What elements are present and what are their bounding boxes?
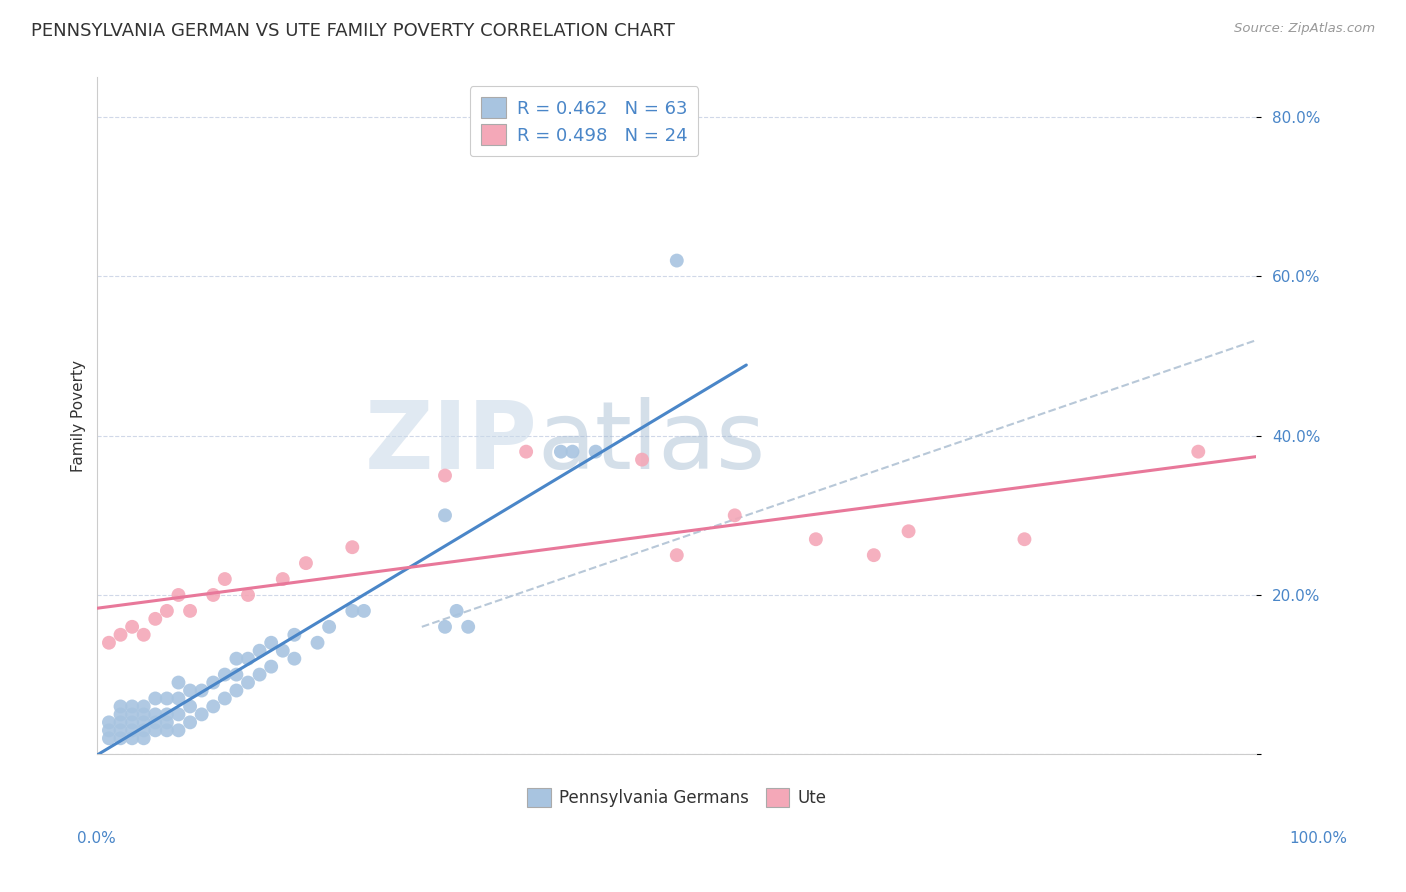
Point bbox=[190, 683, 212, 698]
Point bbox=[110, 723, 132, 738]
Point bbox=[214, 667, 236, 681]
Text: 0.0%: 0.0% bbox=[77, 831, 117, 846]
Point bbox=[283, 651, 305, 665]
Point bbox=[97, 636, 120, 650]
Point bbox=[804, 533, 827, 547]
Point bbox=[190, 707, 212, 722]
Point bbox=[225, 683, 247, 698]
Point bbox=[167, 691, 190, 706]
Point bbox=[143, 723, 166, 738]
Point bbox=[249, 667, 271, 681]
Point bbox=[121, 731, 143, 746]
Point bbox=[132, 723, 155, 738]
Point bbox=[236, 651, 259, 665]
Point bbox=[110, 731, 132, 746]
Point bbox=[132, 715, 155, 730]
Point bbox=[167, 588, 190, 602]
Point bbox=[202, 675, 225, 690]
Point bbox=[97, 715, 120, 730]
Point bbox=[271, 643, 294, 657]
Point bbox=[132, 699, 155, 714]
Point bbox=[121, 723, 143, 738]
Point bbox=[132, 628, 155, 642]
Point bbox=[110, 715, 132, 730]
Point bbox=[156, 707, 179, 722]
Point bbox=[132, 707, 155, 722]
Point bbox=[121, 707, 143, 722]
Point bbox=[179, 715, 201, 730]
Point bbox=[631, 452, 654, 467]
Point bbox=[665, 253, 688, 268]
Point bbox=[121, 699, 143, 714]
Point bbox=[156, 723, 179, 738]
Point bbox=[143, 691, 166, 706]
Point bbox=[550, 444, 572, 458]
Point bbox=[156, 691, 179, 706]
Point bbox=[179, 604, 201, 618]
Point bbox=[179, 683, 201, 698]
Point bbox=[225, 667, 247, 681]
Point bbox=[143, 707, 166, 722]
Point bbox=[143, 715, 166, 730]
Point bbox=[260, 636, 283, 650]
Point bbox=[1187, 444, 1209, 458]
Point bbox=[561, 444, 583, 458]
Point bbox=[143, 612, 166, 626]
Point bbox=[110, 699, 132, 714]
Point bbox=[167, 675, 190, 690]
Text: Source: ZipAtlas.com: Source: ZipAtlas.com bbox=[1234, 22, 1375, 36]
Point bbox=[121, 715, 143, 730]
Point bbox=[179, 699, 201, 714]
Point bbox=[862, 548, 884, 562]
Point bbox=[585, 444, 607, 458]
Text: 100.0%: 100.0% bbox=[1289, 831, 1347, 846]
Point bbox=[97, 731, 120, 746]
Point bbox=[515, 444, 537, 458]
Point bbox=[156, 604, 179, 618]
Point bbox=[434, 468, 457, 483]
Text: PENNSYLVANIA GERMAN VS UTE FAMILY POVERTY CORRELATION CHART: PENNSYLVANIA GERMAN VS UTE FAMILY POVERT… bbox=[31, 22, 675, 40]
Point bbox=[214, 691, 236, 706]
Point bbox=[110, 628, 132, 642]
Point bbox=[202, 588, 225, 602]
Point bbox=[121, 620, 143, 634]
Point bbox=[318, 620, 340, 634]
Point bbox=[295, 556, 318, 570]
Point bbox=[271, 572, 294, 586]
Point bbox=[156, 715, 179, 730]
Point bbox=[353, 604, 375, 618]
Point bbox=[434, 620, 457, 634]
Point bbox=[307, 636, 329, 650]
Point bbox=[665, 548, 688, 562]
Point bbox=[97, 723, 120, 738]
Point bbox=[202, 699, 225, 714]
Point bbox=[342, 604, 364, 618]
Point bbox=[283, 628, 305, 642]
Point bbox=[236, 588, 259, 602]
Point bbox=[167, 723, 190, 738]
Point bbox=[457, 620, 479, 634]
Point bbox=[434, 508, 457, 523]
Text: atlas: atlas bbox=[537, 397, 766, 489]
Point bbox=[1014, 533, 1036, 547]
Point bbox=[132, 731, 155, 746]
Point bbox=[236, 675, 259, 690]
Point bbox=[110, 707, 132, 722]
Point bbox=[260, 659, 283, 673]
Point bbox=[225, 651, 247, 665]
Point bbox=[167, 707, 190, 722]
Y-axis label: Family Poverty: Family Poverty bbox=[72, 359, 86, 472]
Point bbox=[724, 508, 747, 523]
Legend: Pennsylvania Germans, Ute: Pennsylvania Germans, Ute bbox=[520, 781, 832, 814]
Point bbox=[214, 572, 236, 586]
Point bbox=[897, 524, 920, 539]
Text: ZIP: ZIP bbox=[364, 397, 537, 489]
Point bbox=[249, 643, 271, 657]
Point bbox=[446, 604, 468, 618]
Point bbox=[342, 540, 364, 554]
